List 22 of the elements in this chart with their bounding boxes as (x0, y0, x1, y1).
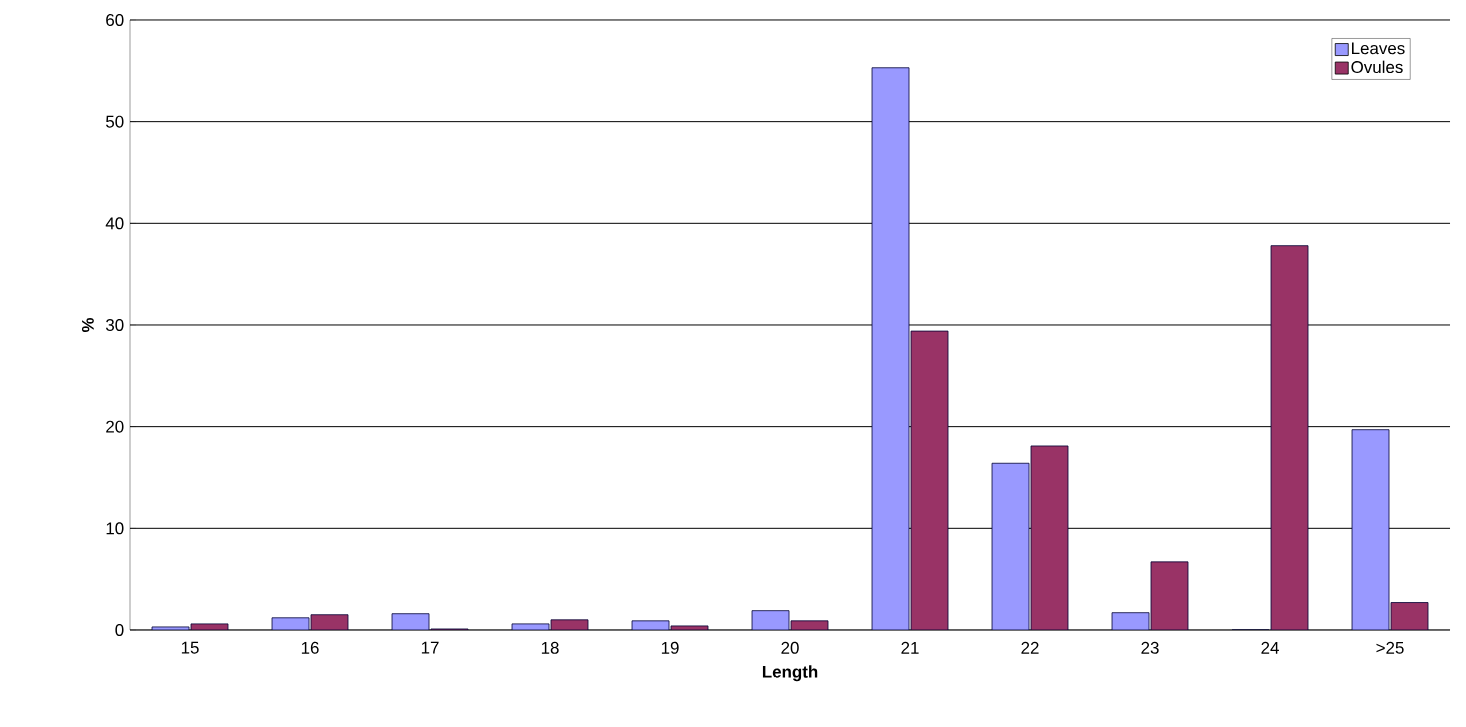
x-tick-label: 21 (901, 641, 919, 654)
x-tick-label: >25 (1376, 641, 1404, 654)
x-tick-label: 15 (181, 641, 199, 654)
x-tick-label: 17 (421, 641, 439, 654)
x-tick-label: 16 (301, 641, 319, 654)
legend-label: Ovules (1351, 60, 1403, 74)
x-tick-label: 22 (1021, 641, 1039, 654)
x-tick-label: 18 (541, 641, 559, 654)
y-tick-label: 60 (106, 13, 124, 26)
x-tick-label: 23 (1141, 641, 1159, 654)
y-axis-title: % (81, 317, 94, 333)
x-tick-label: 24 (1261, 641, 1279, 654)
y-tick-label: 50 (106, 115, 124, 128)
y-tick-label: 0 (115, 623, 124, 636)
y-tick-label: 40 (105, 217, 124, 230)
y-tick-label: 30 (105, 318, 124, 331)
y-tick-label: 10 (106, 522, 124, 535)
x-axis-title: Length (762, 665, 818, 682)
y-tick-label: 20 (106, 420, 124, 433)
x-tick-label: 19 (661, 641, 679, 654)
legend-label: Leaves (1352, 42, 1405, 55)
x-tick-label: 20 (781, 641, 799, 654)
